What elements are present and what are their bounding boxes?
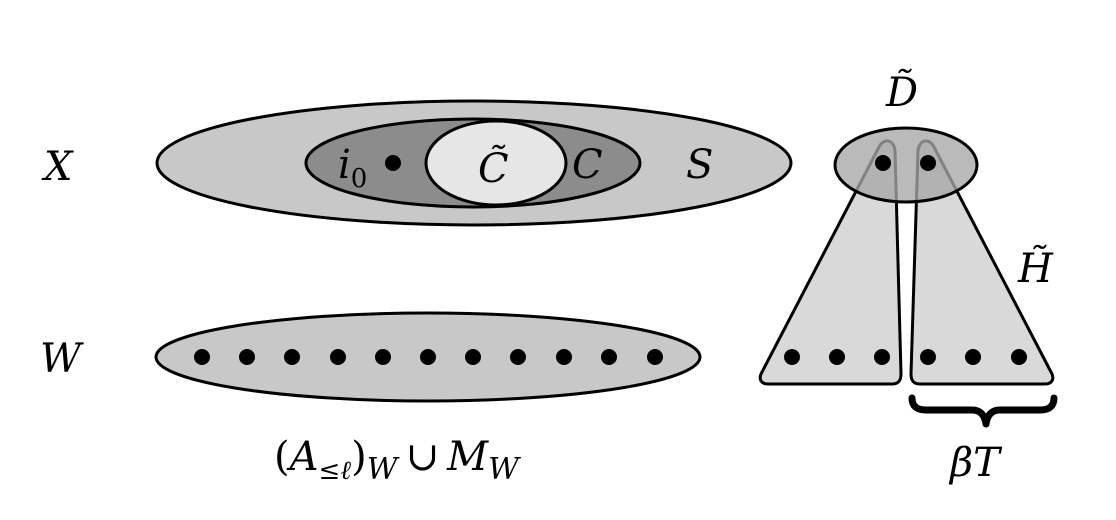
label-i0-sub: 0 xyxy=(351,164,368,194)
W-vertex xyxy=(465,349,481,365)
W-vertex xyxy=(647,349,663,365)
label-C: C xyxy=(572,142,603,188)
brace-beta-T xyxy=(908,394,1058,428)
set-C-tilde-ellipse xyxy=(424,119,568,207)
label-D-tilde: D̃ xyxy=(885,69,918,116)
W-vertex xyxy=(510,349,526,365)
W-vertices xyxy=(194,349,663,365)
W-vertex xyxy=(194,349,210,365)
expr-close-paren: ) xyxy=(351,434,367,480)
label-S: S xyxy=(686,142,713,188)
vertex-i0 xyxy=(385,155,401,171)
set-D-tilde-ellipse xyxy=(833,126,979,204)
expr-A-sub: ≤ℓ xyxy=(319,456,352,486)
expr-sub-W-1: W xyxy=(367,452,400,487)
label-C-tilde: C̃ xyxy=(478,145,509,192)
expr-sub-W-2: W xyxy=(488,452,521,487)
W-vertex xyxy=(556,349,572,365)
W-vertex xyxy=(375,349,391,365)
label-H-tilde: H̃ xyxy=(1017,245,1054,292)
expr-open-paren: ( xyxy=(274,434,290,480)
label-X: X xyxy=(41,144,74,190)
T-vertex xyxy=(829,349,845,365)
T-vertex xyxy=(1011,349,1027,365)
W-vertex xyxy=(330,349,346,365)
label-i0-base: i xyxy=(338,142,351,188)
vertex-D-left xyxy=(875,155,891,171)
T-vertex xyxy=(965,349,981,365)
vertex-D-right xyxy=(920,155,936,171)
W-vertex xyxy=(601,349,617,365)
label-i0: i0 xyxy=(338,142,367,194)
T-vertex xyxy=(784,349,800,365)
label-W: W xyxy=(40,336,84,382)
expr-M: M xyxy=(446,434,489,480)
T-vertices xyxy=(784,349,1027,365)
expr-A: A xyxy=(286,434,319,480)
label-union-expression: (A≤ℓ)W ∪ MW xyxy=(274,434,521,487)
label-beta-T: βT xyxy=(948,440,1003,486)
W-vertex xyxy=(284,349,300,365)
W-vertex xyxy=(420,349,436,365)
T-vertex xyxy=(874,349,890,365)
T-vertex xyxy=(920,349,936,365)
W-vertex xyxy=(239,349,255,365)
expr-cup: ∪ xyxy=(406,434,440,480)
